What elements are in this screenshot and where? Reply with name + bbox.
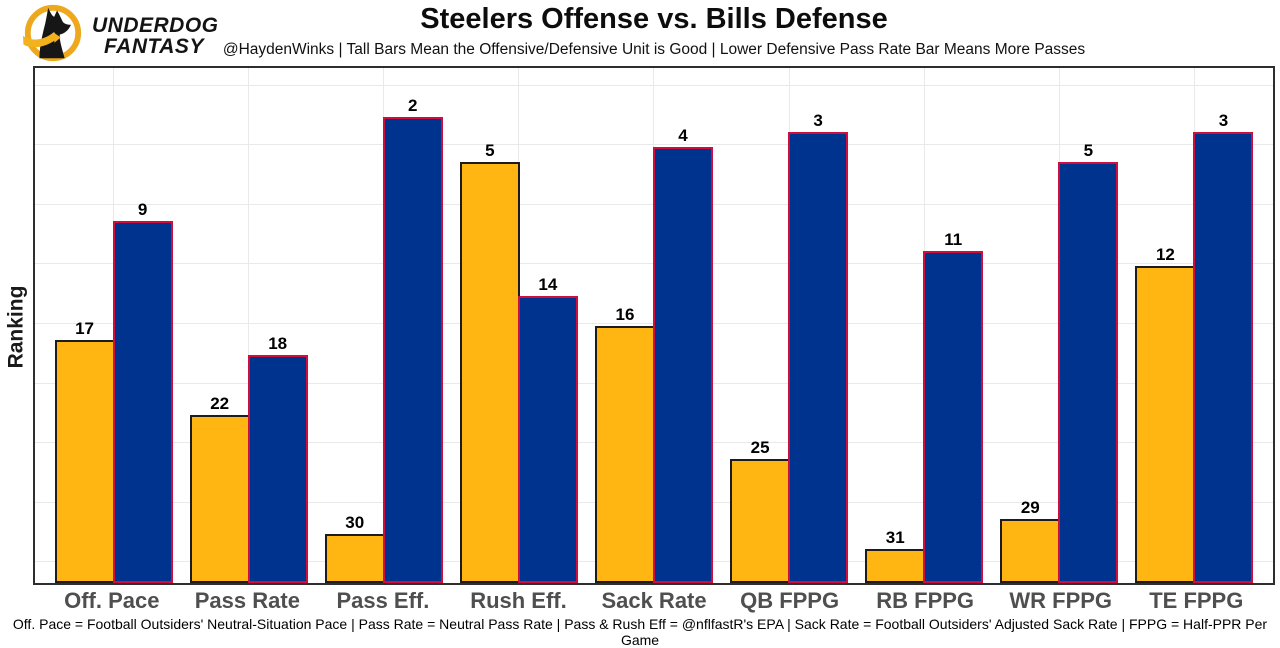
bar-groups: 17 9 22 18 30 2 5 14 16 4 25 3 31 11 29 5 12 3 <box>35 68 1273 583</box>
x-axis-labels: Off. Pace Pass Rate Pass Eff. Rush Eff. Sack… <box>33 588 1275 614</box>
bar-value-label: 18 <box>268 334 288 354</box>
bar-value-label: 4 <box>678 125 688 145</box>
x-tick-label: TE FPPG <box>1149 588 1244 613</box>
x-tick-label: Pass Eff. <box>336 588 430 613</box>
x-tick-label: QB FPPG <box>740 588 840 613</box>
offense-bar: 16 <box>594 305 655 583</box>
bar-value-label: 30 <box>345 512 365 532</box>
bar-value-label: 17 <box>75 319 94 339</box>
bar-group: 5 14 <box>451 68 586 583</box>
defense-bar: 3 <box>1193 111 1254 583</box>
bar-group: 29 5 <box>992 68 1127 583</box>
defense-bar: 2 <box>382 96 443 583</box>
defense-bar: 9 <box>112 200 173 583</box>
bar-value-label: 29 <box>1020 498 1040 517</box>
y-axis-label: Ranking <box>4 285 28 369</box>
x-tick-label: Off. Pace <box>64 588 160 613</box>
brand-wordmark: UNDERDOG FANTASY <box>92 15 219 57</box>
x-tick-label: Rush Eff. <box>470 588 567 613</box>
offense-bar: 29 <box>1000 498 1061 583</box>
bar-value-label: 9 <box>137 200 148 220</box>
header: Steelers Offense vs. Bills Defense @Hayd… <box>33 0 1275 59</box>
brand-word-underdog: UNDERDOG <box>92 14 219 37</box>
bar-group: 31 11 <box>857 68 992 583</box>
bar-group: 25 3 <box>722 68 857 583</box>
offense-bar: 5 <box>459 141 520 583</box>
bar-value-label: 25 <box>750 438 770 458</box>
bar-value-label: 3 <box>1218 111 1229 131</box>
offense-bar: 12 <box>1135 245 1196 583</box>
defense-bar: 18 <box>247 334 308 583</box>
offense-bar: 25 <box>730 438 791 583</box>
x-tick-label: Pass Rate <box>194 588 300 613</box>
bar-value-label: 14 <box>538 274 558 294</box>
x-tick-label: RB FPPG <box>876 588 975 613</box>
bar-group: 22 18 <box>181 68 316 583</box>
bar-value-label: 3 <box>813 111 823 131</box>
bar-value-label: 5 <box>1083 140 1094 160</box>
underdog-fantasy-logo-icon <box>22 4 82 62</box>
footnote: Off. Pace = Football Outsiders' Neutral-… <box>12 616 1268 648</box>
brand: UNDERDOG FANTASY <box>22 2 219 64</box>
bar-group: 12 3 <box>1127 68 1262 583</box>
plot-area: 17 9 22 18 30 2 5 14 16 4 25 3 31 11 29 5 12 3 <box>33 66 1275 585</box>
defense-bar: 14 <box>517 275 578 583</box>
bar-value-label: 22 <box>210 393 230 413</box>
offense-bar: 17 <box>54 319 115 583</box>
bar-group: 16 4 <box>586 68 721 583</box>
brand-word-fantasy: FANTASY <box>104 35 204 58</box>
offense-bar: 30 <box>324 513 385 583</box>
bar-value-label: 2 <box>408 96 418 116</box>
bar-value-label: 11 <box>944 230 963 250</box>
chart-subtitle: @HaydenWinks | Tall Bars Mean the Offens… <box>222 41 1086 58</box>
chart-title: Steelers Offense vs. Bills Defense <box>420 3 888 35</box>
bar-value-label: 12 <box>1155 244 1175 264</box>
bar-value-label: 16 <box>615 304 635 324</box>
bar-group: 17 9 <box>46 68 181 583</box>
defense-bar: 11 <box>923 230 984 583</box>
x-tick-label: WR FPPG <box>1009 588 1113 613</box>
defense-bar: 5 <box>1058 141 1119 583</box>
bar-value-label: 5 <box>485 140 495 160</box>
x-tick-label: Sack Rate <box>601 588 707 613</box>
offense-bar: 31 <box>865 528 926 583</box>
offense-bar: 22 <box>189 394 250 583</box>
defense-bar: 3 <box>788 111 849 583</box>
bar-value-label: 31 <box>885 527 905 547</box>
defense-bar: 4 <box>652 126 713 583</box>
bar-group: 30 2 <box>316 68 451 583</box>
